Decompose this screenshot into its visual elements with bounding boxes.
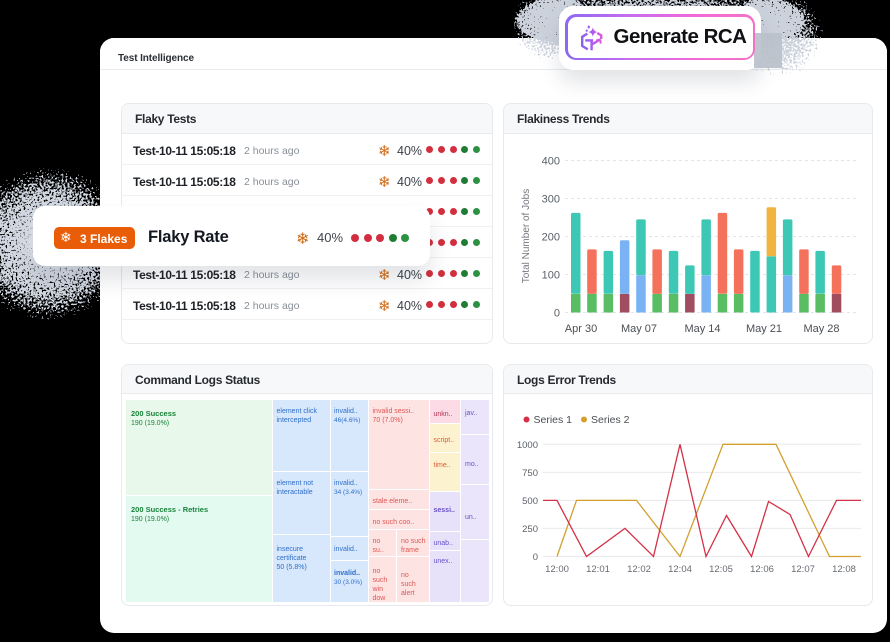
svg-text:200: 200 [542,232,560,244]
svg-text:Series 1: Series 1 [534,414,573,426]
svg-text:0: 0 [533,552,538,563]
svg-text:May 14: May 14 [684,323,720,335]
svg-text:Total Number of Jobs: Total Number of Jobs [521,189,532,284]
svg-text:May 07: May 07 [621,323,657,335]
svg-text:100: 100 [542,270,560,282]
svg-text:12:05: 12:05 [709,564,733,575]
svg-text:Series 2: Series 2 [591,414,630,426]
svg-text:12:02: 12:02 [627,564,651,575]
svg-text:12:06: 12:06 [750,564,774,575]
svg-text:12:07: 12:07 [791,564,815,575]
svg-text:12:04: 12:04 [668,564,692,575]
svg-text:12:01: 12:01 [586,564,610,575]
svg-text:300: 300 [542,194,560,206]
svg-text:750: 750 [522,468,538,479]
svg-text:400: 400 [542,156,560,168]
svg-text:1000: 1000 [517,440,538,451]
svg-text:12:08: 12:08 [832,564,856,575]
svg-text:250: 250 [522,524,538,535]
svg-text:May 21: May 21 [746,323,782,335]
svg-text:Apr 30: Apr 30 [565,323,597,335]
svg-text:500: 500 [522,496,538,507]
svg-text:May 28: May 28 [803,323,839,335]
svg-text:0: 0 [554,308,560,320]
svg-text:12:00: 12:00 [545,564,569,575]
